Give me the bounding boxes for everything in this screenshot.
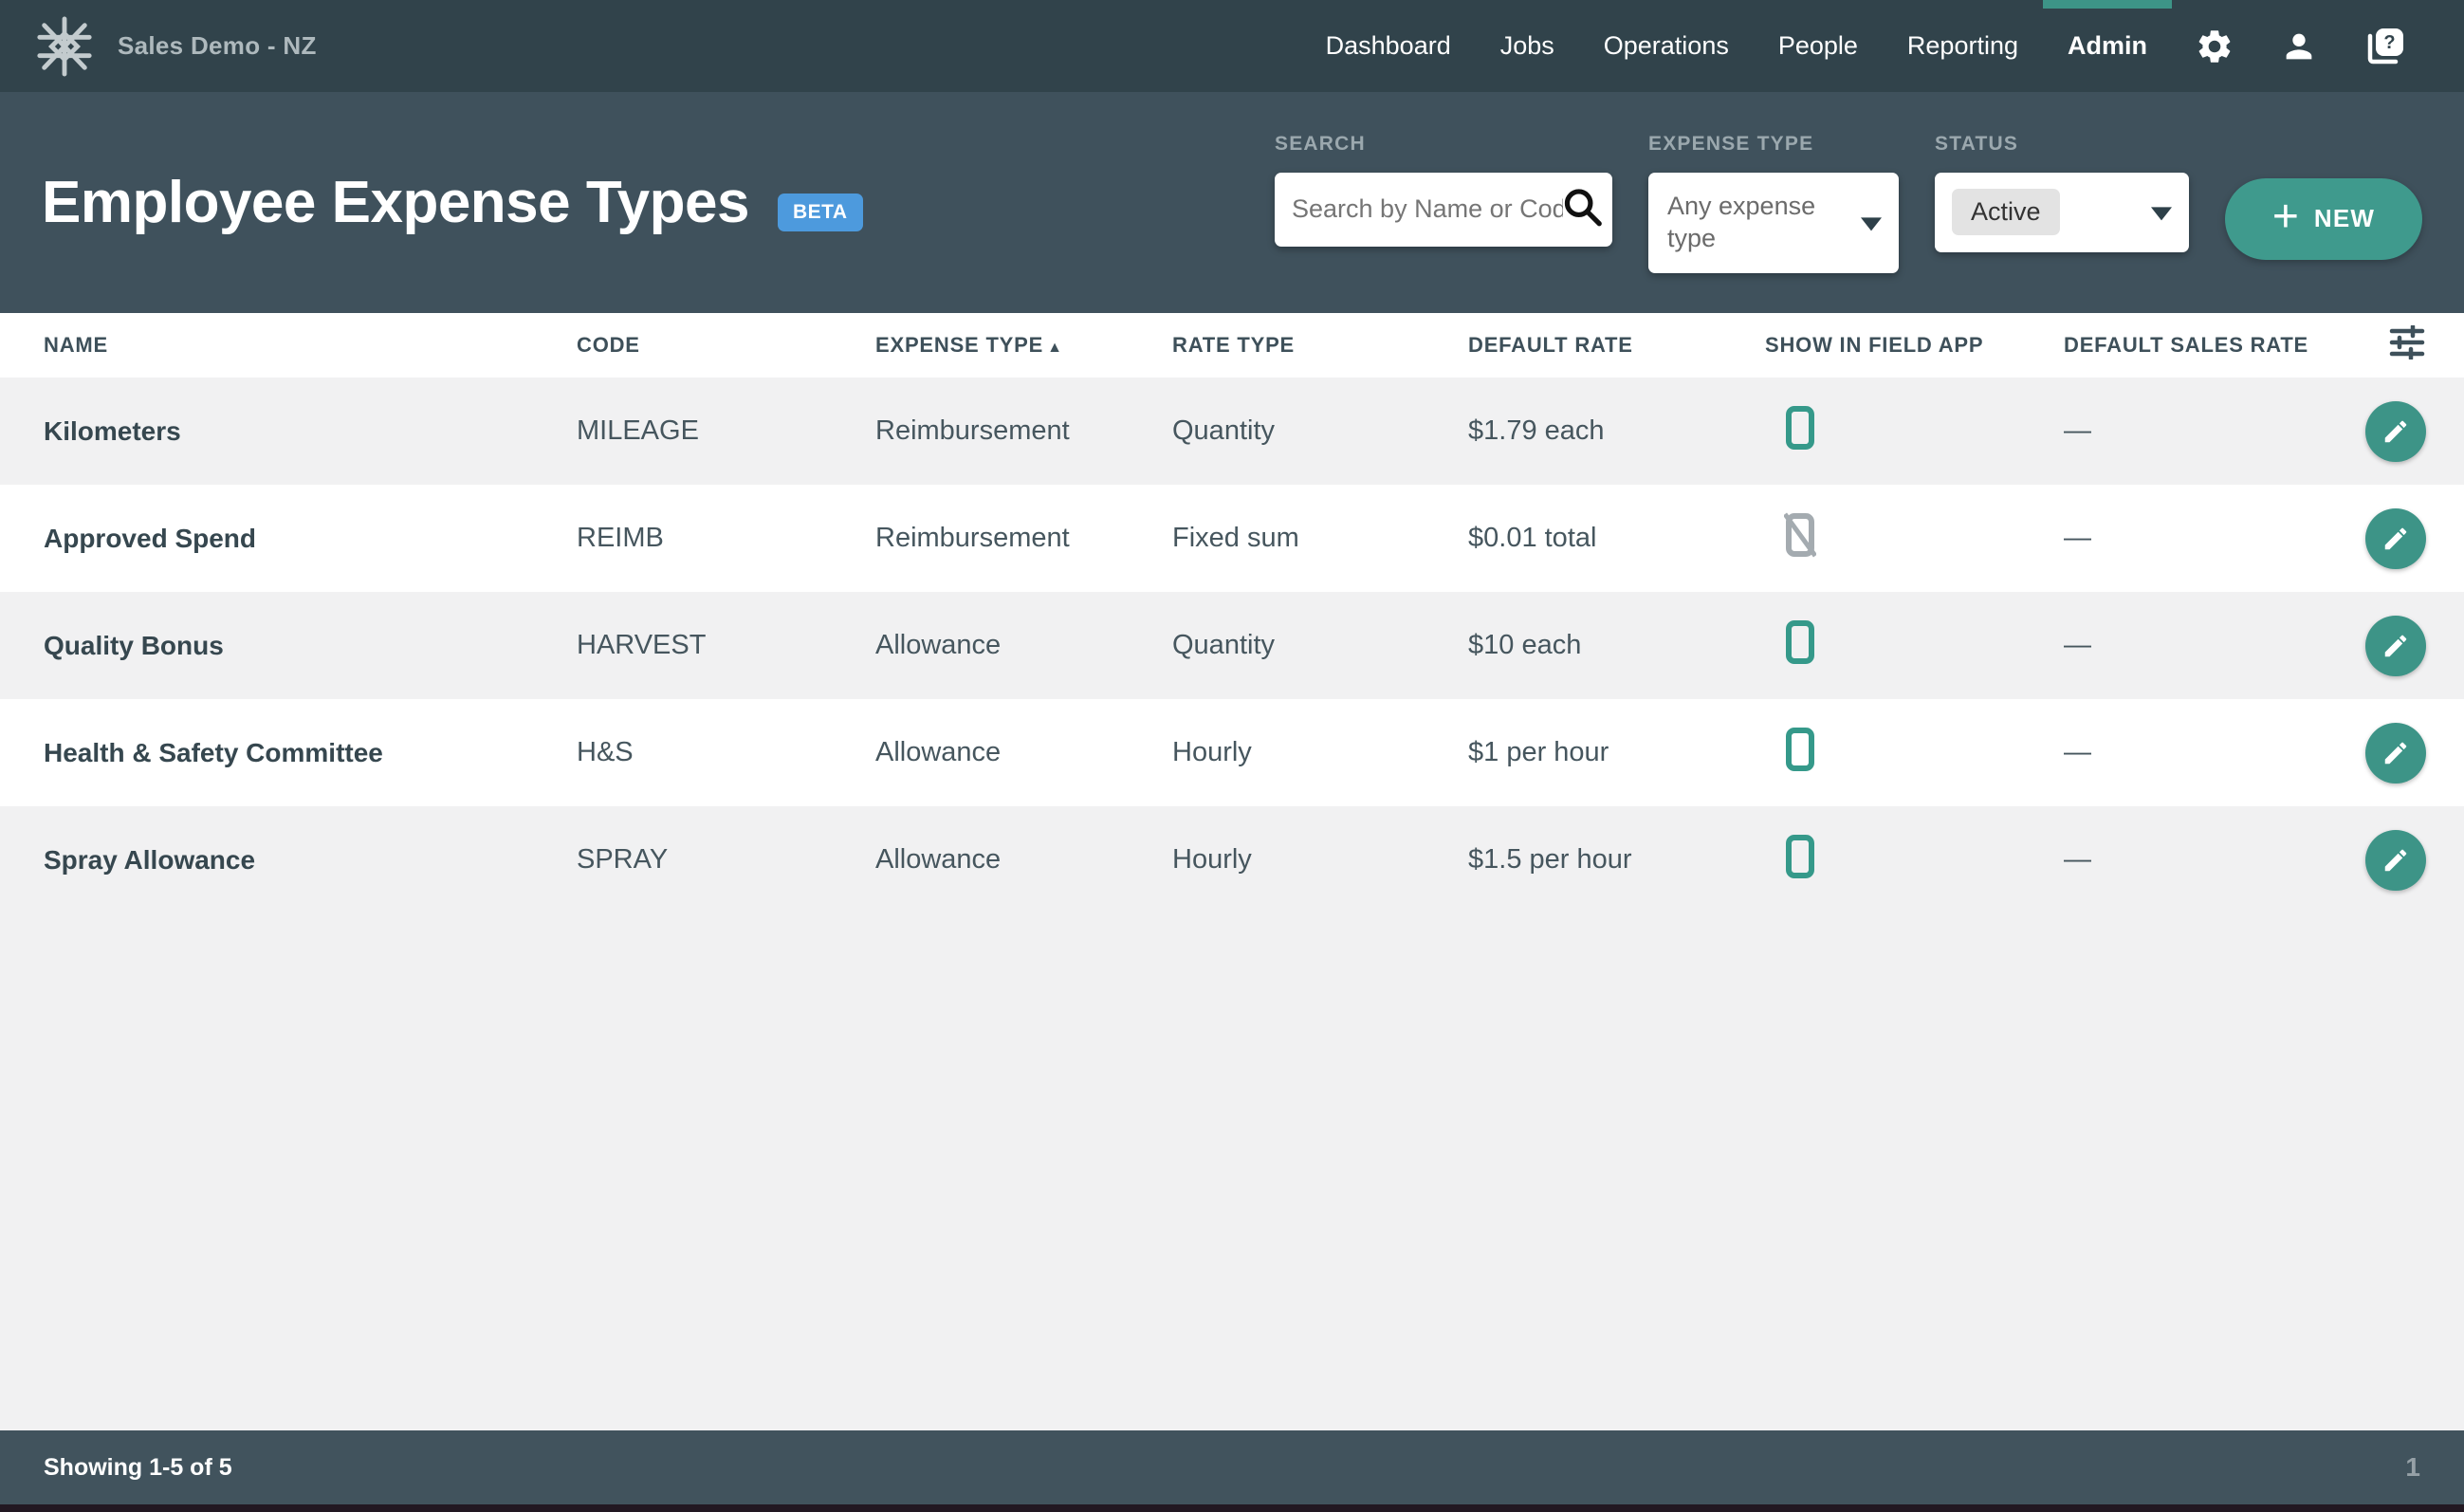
default-rate: $1.79 each <box>1468 415 1605 446</box>
expense-type-label: EXPENSE TYPE <box>1648 132 1814 155</box>
nav-item-operations[interactable]: Operations <box>1603 31 1729 60</box>
page-title: Employee Expense Types <box>42 170 749 235</box>
default-rate: $1.5 per hour <box>1468 844 1632 875</box>
help-docs-icon[interactable]: ? <box>2341 0 2430 92</box>
expense-name: Approved Spend <box>44 523 257 553</box>
default-sales-rate: — <box>2064 844 2091 875</box>
field-app-phone-disabled-icon <box>1782 512 1818 564</box>
table-row[interactable]: Approved Spend REIMB Reimbursement Fixed… <box>0 485 2464 592</box>
expense-code: MILEAGE <box>577 415 699 446</box>
nav-item-dashboard[interactable]: Dashboard <box>1325 31 1451 60</box>
expense-type-value: Any expense type <box>1667 191 1816 252</box>
user-profile-icon[interactable] <box>2257 0 2341 92</box>
status-chip: Active <box>1952 189 2060 235</box>
chevron-down-icon <box>1861 216 1882 230</box>
bottom-edge-strip <box>0 1504 2464 1512</box>
column-settings-tune-icon[interactable] <box>2388 323 2464 365</box>
default-sales-rate: — <box>2064 415 2091 446</box>
column-header-code[interactable]: CODE <box>577 333 640 357</box>
rate-type: Hourly <box>1172 737 1252 767</box>
main-nav: Dashboard Jobs Operations People Reporti… <box>1301 0 2430 92</box>
pencil-icon <box>2384 527 2407 549</box>
expense-type: Allowance <box>875 630 1002 660</box>
table-row[interactable]: Kilometers MILEAGE Reimbursement Quantit… <box>0 378 2464 485</box>
expense-type: Allowance <box>875 737 1002 767</box>
expense-code: REIMB <box>577 523 664 553</box>
beta-badge: BETA <box>777 193 863 231</box>
rate-type: Quantity <box>1172 630 1275 660</box>
pencil-icon <box>2384 635 2407 656</box>
default-rate: $10 each <box>1468 630 1582 660</box>
nav-item-reporting[interactable]: Reporting <box>1906 31 2018 60</box>
field-app-phone-icon <box>1784 619 1816 672</box>
default-rate: $1 per hour <box>1468 737 1609 767</box>
showing-count: Showing 1-5 of 5 <box>44 1453 232 1481</box>
expense-code: SPRAY <box>577 844 669 875</box>
edit-button[interactable] <box>2365 400 2426 462</box>
nav-item-people[interactable]: People <box>1777 31 1858 60</box>
default-rate: $0.01 total <box>1468 523 1597 553</box>
column-header-default-sales-rate[interactable]: DEFAULT SALES RATE <box>2064 333 2309 357</box>
organization-name: Sales Demo - NZ <box>118 31 317 60</box>
search-icon[interactable] <box>1561 185 1605 233</box>
new-button[interactable]: + NEW <box>2225 177 2422 260</box>
field-app-phone-icon <box>1784 727 1816 779</box>
rate-type: Quantity <box>1172 415 1275 446</box>
edit-button[interactable] <box>2365 615 2426 676</box>
app-logo-snowflake-icon[interactable] <box>34 15 95 77</box>
top-navbar: Sales Demo - NZ Dashboard Jobs Operation… <box>0 0 2464 92</box>
default-sales-rate: — <box>2064 630 2091 660</box>
expense-type: Reimbursement <box>875 523 1070 553</box>
page-header: Employee Expense Types BETA SEARCH EXP <box>0 92 2464 313</box>
settings-gear-icon[interactable] <box>2172 0 2257 92</box>
expense-code: HARVEST <box>577 630 707 660</box>
expense-name: Spray Allowance <box>44 844 256 875</box>
expense-type: Reimbursement <box>875 415 1070 446</box>
pencil-icon <box>2384 420 2407 442</box>
expense-name: Kilometers <box>44 415 181 446</box>
search-input[interactable] <box>1275 172 1612 247</box>
default-sales-rate: — <box>2064 523 2091 553</box>
nav-item-jobs[interactable]: Jobs <box>1499 31 1554 60</box>
pencil-icon <box>2384 742 2407 764</box>
field-app-phone-icon <box>1784 834 1816 886</box>
expense-name: Health & Safety Committee <box>44 737 383 767</box>
svg-text:?: ? <box>2383 32 2395 53</box>
default-sales-rate: — <box>2064 737 2091 767</box>
nav-item-admin[interactable]: Admin <box>2043 0 2172 92</box>
column-header-show-in-field-app[interactable]: SHOW IN FIELD APP <box>1765 333 1984 357</box>
chevron-down-icon <box>2151 206 2172 220</box>
pencil-icon <box>2384 849 2407 871</box>
sort-asc-icon: ▲ <box>1047 340 1063 356</box>
expense-type: Allowance <box>875 844 1002 875</box>
edit-button[interactable] <box>2365 507 2426 569</box>
expense-code: H&S <box>577 737 634 767</box>
table-row[interactable]: Spray Allowance SPRAY Allowance Hourly $… <box>0 806 2464 913</box>
plus-icon: + <box>2271 191 2299 242</box>
filters-bar: SEARCH EXPENSE TYPE Any expense type <box>1275 133 2422 273</box>
search-box <box>1275 172 1612 247</box>
search-label: SEARCH <box>1275 132 1366 155</box>
rate-type: Fixed sum <box>1172 523 1299 553</box>
page-number[interactable]: 1 <box>2405 1452 2420 1482</box>
column-header-rate-type[interactable]: RATE TYPE <box>1172 333 1296 357</box>
field-app-phone-icon <box>1784 405 1816 457</box>
pagination-footer: Showing 1-5 of 5 1 <box>0 1430 2464 1504</box>
status-label: STATUS <box>1935 132 2019 155</box>
table-header-row: NAME CODE EXPENSE TYPE ▲ RATE TYPE DEFAUL… <box>0 313 2464 378</box>
edit-button[interactable] <box>2365 722 2426 784</box>
table-body: Kilometers MILEAGE Reimbursement Quantit… <box>0 378 2464 913</box>
column-header-expense-type-sorted[interactable]: EXPENSE TYPE ▲ <box>875 333 1063 357</box>
table-row[interactable]: Quality Bonus HARVEST Allowance Quantity… <box>0 592 2464 699</box>
status-select[interactable]: Active <box>1935 172 2189 252</box>
column-header-name[interactable]: NAME <box>44 333 108 357</box>
rate-type: Hourly <box>1172 844 1252 875</box>
expense-name: Quality Bonus <box>44 630 224 660</box>
edit-button[interactable] <box>2365 829 2426 891</box>
table-row[interactable]: Health & Safety Committee H&S Allowance … <box>0 699 2464 806</box>
expense-type-select[interactable]: Any expense type <box>1648 172 1899 273</box>
column-header-default-rate[interactable]: DEFAULT RATE <box>1468 333 1633 357</box>
